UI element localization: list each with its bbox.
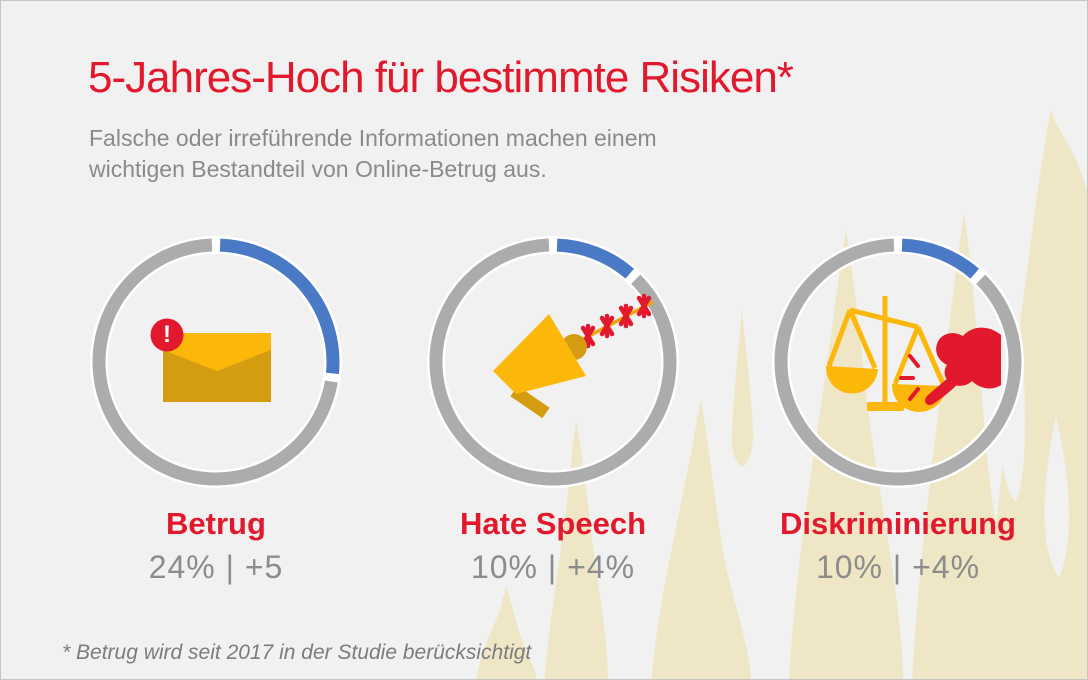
risk-card-betrug: ! Betrug 24% | +5 bbox=[66, 232, 366, 586]
subtitle-line-2: wichtigen Bestandteil von Online-Betrug … bbox=[89, 156, 547, 182]
page-subtitle: Falsche oder irreführende Informationen … bbox=[89, 123, 657, 185]
risk-card-diskriminierung: Diskriminierung 10% | +4% bbox=[748, 232, 1048, 586]
donut-gauge-hate-speech bbox=[423, 232, 683, 492]
risk-label: Hate Speech bbox=[459, 506, 647, 541]
megaphone-barbed-wire-icon bbox=[493, 293, 654, 419]
gauge-ring-svg bbox=[90, 236, 342, 488]
page-title: 5-Jahres-Hoch für bestimmte Risiken* bbox=[88, 53, 794, 102]
risk-label: Betrug bbox=[166, 506, 266, 541]
risk-value: 10% | +4% bbox=[815, 549, 981, 585]
footnote: * Betrug wird seit 2017 in der Studie be… bbox=[62, 641, 532, 664]
donut-gauge-betrug: ! bbox=[86, 232, 346, 492]
subtitle-line-1: Falsche oder irreführende Informationen … bbox=[89, 125, 657, 151]
risk-card-hate-speech: Hate Speech 10% | +4% bbox=[403, 232, 703, 586]
risk-label: Diskriminierung bbox=[780, 506, 1016, 541]
scales-thumbs-down-icon bbox=[825, 296, 1001, 413]
risk-value: 24% | +5 bbox=[148, 549, 284, 585]
svg-text:!: ! bbox=[163, 321, 171, 348]
donut-gauge-diskriminierung bbox=[768, 232, 1028, 492]
gauge-ring-svg bbox=[772, 236, 1024, 488]
gauge-ring-svg bbox=[427, 236, 679, 488]
alert-envelope-icon: ! bbox=[150, 318, 271, 402]
risk-value: 10% | +4% bbox=[470, 549, 636, 585]
